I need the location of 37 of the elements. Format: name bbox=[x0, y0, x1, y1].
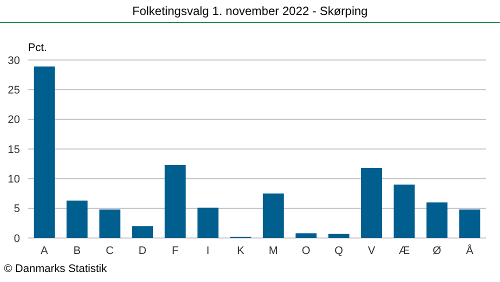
y-tick-label: 20 bbox=[8, 114, 20, 126]
bar bbox=[99, 210, 120, 238]
bar bbox=[426, 202, 448, 238]
bar bbox=[394, 184, 415, 238]
x-tick-label: M bbox=[268, 244, 278, 257]
x-tick-label: V bbox=[368, 244, 376, 257]
bar bbox=[262, 194, 284, 238]
bar bbox=[164, 165, 186, 238]
bar bbox=[66, 200, 88, 238]
y-tick-label: 10 bbox=[8, 174, 20, 186]
x-tick-label: F bbox=[172, 244, 179, 257]
bar bbox=[34, 66, 55, 238]
y-tick-label: 30 bbox=[8, 54, 20, 67]
text: © Danmarks Statistik bbox=[4, 263, 107, 275]
x-tick-label: C bbox=[106, 244, 114, 257]
x-tick-label: Å bbox=[466, 244, 474, 257]
bar bbox=[361, 168, 382, 238]
x-tick-label: K bbox=[236, 244, 245, 257]
x-tick-label: B bbox=[73, 244, 81, 257]
bar bbox=[197, 208, 218, 238]
y-tick-label: 0 bbox=[14, 232, 20, 245]
chart-title: Folketingsvalg 1. november 2022 - Skørping bbox=[131, 4, 369, 18]
y-tick-label: 15 bbox=[8, 144, 20, 156]
y-tick-label: 25 bbox=[8, 84, 20, 97]
x-tick-label: I bbox=[206, 244, 210, 257]
bar bbox=[459, 210, 480, 238]
y-tick-label: 5 bbox=[14, 203, 20, 216]
x-tick-label: Æ bbox=[398, 244, 410, 257]
bar bbox=[296, 233, 317, 238]
y-axis-title: Pct. bbox=[28, 42, 47, 54]
x-tick-label: Q bbox=[334, 244, 344, 257]
x-tick-label: Ø bbox=[432, 244, 442, 257]
x-tick-label: O bbox=[302, 244, 311, 257]
x-tick-label: D bbox=[138, 244, 147, 257]
bar bbox=[328, 234, 350, 238]
bar bbox=[132, 226, 154, 238]
x-tick-label: A bbox=[40, 244, 49, 257]
